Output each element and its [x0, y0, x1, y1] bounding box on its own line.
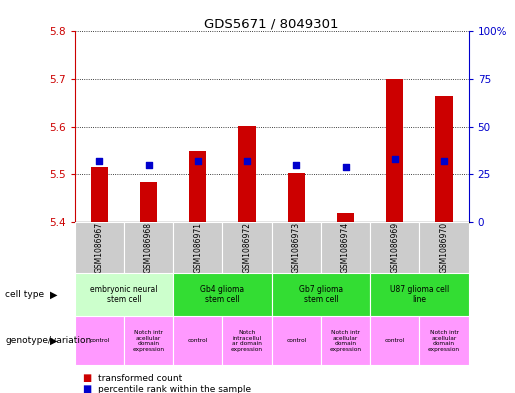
Text: Gb7 glioma
stem cell: Gb7 glioma stem cell	[299, 285, 343, 305]
Text: ■: ■	[82, 373, 92, 383]
Text: control: control	[286, 338, 306, 343]
Text: genotype/variation: genotype/variation	[5, 336, 91, 345]
Bar	[272, 273, 370, 316]
Bar	[288, 173, 305, 222]
Text: GSM1086969: GSM1086969	[390, 222, 399, 273]
Text: GSM1086968: GSM1086968	[144, 222, 153, 273]
Point	[95, 158, 104, 164]
Bar	[222, 222, 272, 273]
Text: Notch
intracellul
ar domain
expression: Notch intracellul ar domain expression	[231, 330, 263, 352]
Text: control: control	[187, 338, 208, 343]
Text: control: control	[385, 338, 405, 343]
Bar	[124, 222, 173, 273]
Text: GSM1086973: GSM1086973	[292, 222, 301, 273]
Text: Notch intr
acellular
domain
expression: Notch intr acellular domain expression	[132, 330, 165, 352]
Point	[194, 158, 202, 164]
Text: GSM1086974: GSM1086974	[341, 222, 350, 273]
Text: transformed count: transformed count	[98, 374, 182, 382]
Bar	[272, 222, 321, 273]
Text: ▶: ▶	[50, 336, 58, 346]
Bar	[370, 222, 419, 273]
Bar	[75, 273, 173, 316]
Bar	[370, 316, 419, 365]
Bar	[238, 126, 255, 222]
Bar	[435, 96, 453, 222]
Bar	[91, 167, 108, 222]
Text: embryonic neural
stem cell: embryonic neural stem cell	[90, 285, 158, 305]
Text: U87 glioma cell
line: U87 glioma cell line	[390, 285, 449, 305]
Bar	[75, 316, 124, 365]
Bar	[173, 316, 222, 365]
Text: Notch intr
acellular
domain
expression: Notch intr acellular domain expression	[428, 330, 460, 352]
Bar	[337, 213, 354, 222]
Point	[341, 163, 350, 170]
Bar	[321, 316, 370, 365]
Text: ■: ■	[82, 384, 92, 393]
Text: GSM1086971: GSM1086971	[193, 222, 202, 273]
Text: cell type: cell type	[5, 290, 44, 299]
Title: GDS5671 / 8049301: GDS5671 / 8049301	[204, 17, 339, 30]
Bar	[272, 316, 321, 365]
Bar	[173, 222, 222, 273]
Bar	[321, 222, 370, 273]
Bar	[386, 79, 403, 222]
Text: Notch intr
acellular
domain
expression: Notch intr acellular domain expression	[330, 330, 362, 352]
Bar	[419, 316, 469, 365]
Bar	[419, 222, 469, 273]
Text: control: control	[89, 338, 109, 343]
Bar	[75, 222, 124, 273]
Point	[144, 162, 152, 168]
Point	[391, 156, 399, 162]
Bar	[124, 316, 173, 365]
Text: GSM1086967: GSM1086967	[95, 222, 104, 273]
Text: GSM1086972: GSM1086972	[243, 222, 251, 273]
Bar	[140, 182, 157, 222]
Text: Gb4 glioma
stem cell: Gb4 glioma stem cell	[200, 285, 245, 305]
Bar	[222, 316, 272, 365]
Text: percentile rank within the sample: percentile rank within the sample	[98, 385, 251, 393]
Point	[243, 158, 251, 164]
Text: GSM1086970: GSM1086970	[439, 222, 449, 273]
Bar	[173, 273, 272, 316]
Bar	[370, 273, 469, 316]
Bar	[189, 151, 207, 222]
Point	[292, 162, 300, 168]
Text: ▶: ▶	[50, 290, 58, 300]
Point	[440, 158, 448, 164]
